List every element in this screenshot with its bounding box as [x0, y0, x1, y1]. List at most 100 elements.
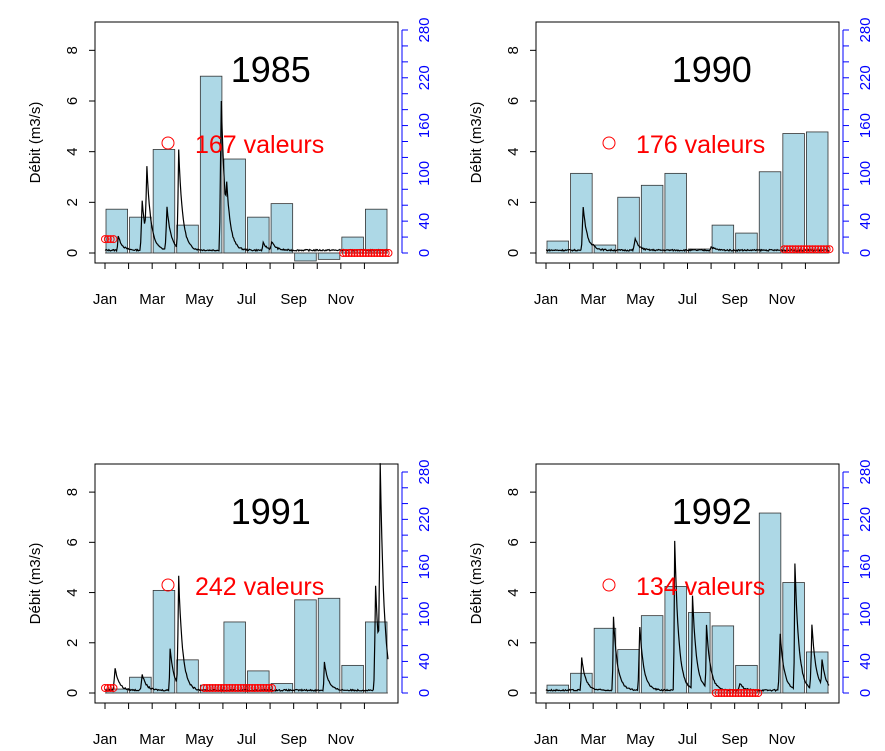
missing-marker — [228, 683, 237, 692]
missing-marker — [811, 245, 820, 254]
y-left-tick-label: 6 — [505, 538, 522, 546]
monthly-bar — [758, 171, 782, 254]
monthly-bar — [758, 512, 782, 694]
missing-marker — [361, 249, 370, 257]
missing-marker — [816, 245, 825, 254]
x-tick-label: Jul — [237, 731, 256, 748]
y-right-tick-label: 160 — [857, 554, 874, 579]
y-left-tick-label: 8 — [64, 46, 81, 54]
missing-marker — [373, 249, 382, 257]
missing-marker — [364, 249, 373, 257]
y-right-tick-label: 0 — [857, 689, 874, 697]
missing-marker — [242, 683, 251, 692]
y-left-tick-label: 6 — [505, 97, 522, 105]
missing-marker — [202, 683, 211, 692]
y-left-tick-label: 0 — [64, 689, 81, 697]
missing-marker — [731, 689, 740, 697]
y-right-tick-label: 100 — [416, 161, 433, 186]
missing-marker — [378, 249, 387, 257]
y-left-tick-label: 0 — [505, 689, 522, 697]
y-left-tick-label: 2 — [64, 198, 81, 206]
missing-marker — [751, 689, 760, 697]
y-left-tick-label: 4 — [505, 147, 522, 155]
y-left-tick-label: 8 — [505, 46, 522, 54]
x-tick-label: May — [185, 731, 214, 748]
chart-panel-1991: 0 2 4 6 8 Débit (m3/s) 0 40 100 160 220 280 Jan Mar Ma… — [27, 459, 433, 748]
y-left-tick-label: 2 — [505, 639, 522, 647]
y-right-tick-label: 0 — [416, 689, 433, 697]
daily-flow-line — [545, 540, 830, 693]
legend-marker-circle — [161, 136, 175, 150]
x-tick-label: May — [626, 731, 655, 748]
monthly-bar — [664, 586, 687, 694]
values-count-annotation: 242 valeurs — [195, 573, 324, 601]
missing-marker — [350, 249, 359, 257]
chart-panel-1985: 0 2 4 6 8 Débit (m3/s) 0 40 100 160 220 280 Jan Mar Ma… — [27, 17, 433, 308]
y-left-axis-label: Débit (m3/s) — [27, 543, 44, 625]
missing-marker — [205, 683, 214, 692]
monthly-bar — [365, 621, 388, 694]
y-left-axis-label: Débit (m3/s) — [468, 102, 485, 184]
y-right-tick-label: 0 — [416, 249, 433, 257]
missing-marker — [783, 245, 792, 254]
missing-marker — [370, 249, 379, 257]
missing-marker — [342, 249, 351, 257]
panel-title: 1991 — [231, 491, 311, 532]
monthly-bar — [152, 589, 176, 694]
monthly-bar — [341, 664, 364, 694]
missing-marker — [231, 683, 240, 692]
missing-marker — [717, 689, 726, 697]
missing-marker — [101, 683, 109, 692]
x-tick-label: Sep — [280, 731, 307, 748]
missing-marker — [734, 689, 743, 697]
missing-marker — [200, 683, 209, 692]
monthly-bar — [617, 649, 640, 694]
missing-marker — [800, 245, 809, 254]
missing-marker — [725, 689, 734, 697]
missing-marker — [347, 249, 356, 257]
missing-marker — [256, 683, 265, 692]
missing-marker — [794, 245, 803, 254]
y-right-tick-label: 40 — [857, 653, 874, 670]
missing-marker — [339, 249, 348, 257]
missing-marker — [754, 689, 763, 697]
missing-marker — [344, 249, 353, 257]
x-tick-label: Sep — [721, 291, 748, 308]
missing-marker — [259, 683, 268, 692]
x-tick-label: Nov — [327, 731, 354, 748]
missing-marker — [106, 235, 115, 244]
chart-panel-1992: 0 2 4 6 8 Débit (m3/s) 0 40 100 160 220 280 Jan Mar Ma… — [468, 459, 874, 748]
missing-marker — [808, 245, 817, 254]
missing-marker — [742, 689, 751, 697]
y-left-axis-label: Débit (m3/s) — [468, 543, 485, 625]
y-right-tick-label: 280 — [857, 17, 874, 42]
x-tick-label: Jan — [534, 731, 558, 748]
monthly-bar — [640, 184, 664, 254]
monthly-bar — [294, 252, 317, 262]
x-tick-label: Mar — [580, 291, 606, 308]
values-count-annotation: 134 valeurs — [636, 573, 765, 601]
y-left-axis-label: Débit (m3/s) — [27, 102, 44, 184]
monthly-bar — [199, 75, 223, 254]
legend-marker-circle — [161, 578, 175, 592]
missing-marker — [211, 683, 220, 692]
missing-marker — [236, 683, 245, 692]
missing-marker — [222, 683, 231, 692]
x-tick-label: Jan — [534, 291, 558, 308]
y-right-tick-label: 280 — [416, 17, 433, 42]
x-tick-label: Sep — [721, 731, 748, 748]
y-right-tick-label: 0 — [857, 249, 874, 257]
missing-marker — [265, 683, 274, 692]
missing-marker — [245, 683, 254, 692]
monthly-bar — [640, 615, 664, 694]
missing-marker — [714, 689, 723, 697]
values-count-annotation: 167 valeurs — [195, 131, 324, 159]
panel-title: 1992 — [672, 491, 752, 532]
monthly-bar — [617, 196, 640, 254]
missing-marker — [239, 683, 248, 692]
missing-marker — [814, 245, 823, 254]
missing-marker — [745, 689, 754, 697]
x-tick-label: Mar — [139, 731, 165, 748]
panel-title: 1985 — [231, 49, 311, 90]
